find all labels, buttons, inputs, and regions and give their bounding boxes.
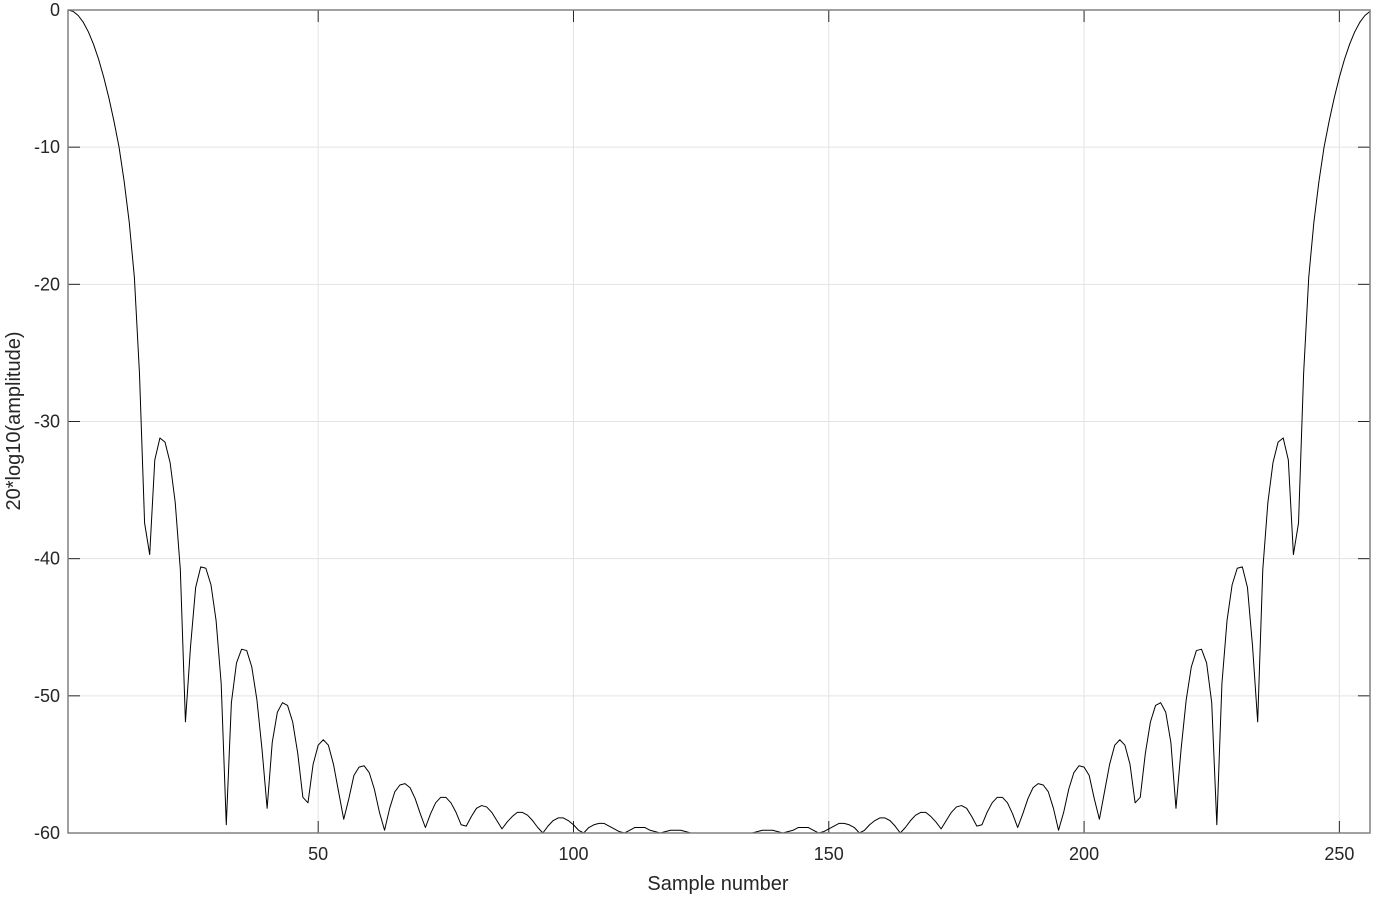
grid-lines	[68, 9, 1370, 834]
x-axis-label: Sample number	[647, 873, 789, 895]
y-tick-label: -60	[34, 823, 60, 843]
x-tick-label: 50	[308, 844, 328, 864]
y-tick-label: -50	[34, 686, 60, 706]
x-tick-label: 150	[814, 844, 844, 864]
axes-box	[67, 9, 1371, 834]
y-tick-label: -30	[34, 412, 60, 432]
x-tick-label: 250	[1324, 844, 1354, 864]
y-tick-label: -20	[34, 274, 60, 294]
x-tick-labels: 50 100 150 200 250	[308, 844, 1354, 864]
y-axis-label: 20*log10(amplitude)	[3, 331, 25, 510]
y-tick-labels: 0 -10 -20 -30 -40 -50 -60	[34, 0, 60, 843]
y-tick-label: 0	[50, 0, 60, 20]
y-tick-label: -10	[34, 137, 60, 157]
y-tick-label: -40	[34, 549, 60, 569]
x-tick-label: 200	[1069, 844, 1099, 864]
x-tick-label: 100	[558, 844, 588, 864]
